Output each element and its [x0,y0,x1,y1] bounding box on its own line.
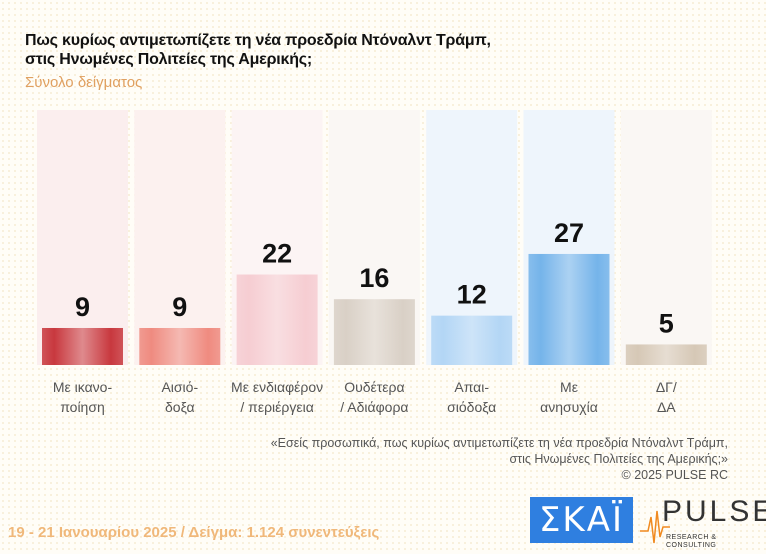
category-label: Απαι- [454,379,489,395]
category-label: σιόδοξα [447,399,496,415]
category-label: ΔΓ/ [656,379,677,395]
bar [625,344,707,365]
category-label: / Αδιάφορα [340,399,408,415]
category-label: Με ικανο- [53,379,113,395]
category-label: ΔΑ [657,399,676,415]
bar [528,253,610,365]
category-label: ανησυχία [540,399,598,415]
bar [236,274,318,365]
bar [139,327,221,365]
data-label: 12 [457,280,487,310]
pulse-logo-sub: RESEARCH & CONSULTING [666,534,717,549]
category-label: Με [560,379,578,395]
skai-logo: ΣΚΑΪ [530,497,633,543]
data-label: 5 [659,308,674,338]
note-line: «Εσείς προσωπικά, πως κυρίως αντιμετωπίζ… [270,436,728,450]
title-line: στις Ηνωμένες Πολιτείες της Αμερικής; [25,51,313,68]
data-label: 27 [554,218,584,248]
category-label: Με ενδιαφέρον [231,379,323,395]
footer-sample-info: 19 - 21 Ιανουαρίου 2025 / Δείγμα: 1.124 … [8,524,380,541]
data-label: 9 [172,292,187,322]
pulse-wave-icon [640,510,670,544]
column-background [620,110,712,365]
category-label: Ουδέτερα [344,379,404,395]
question-note: «Εσείς προσωπικά, πως κυρίως αντιμετωπίζ… [271,435,728,483]
chart-title: Πως κυρίως αντιμετωπίζετε τη νέα προεδρί… [25,31,491,69]
title-line: Πως κυρίως αντιμετωπίζετε τη νέα προεδρί… [25,32,491,49]
data-label: 16 [359,263,389,293]
chart-subtitle: Σύνολο δείγματος [25,74,143,91]
data-label: 22 [262,239,292,269]
data-label: 9 [75,292,90,322]
category-label: δοξα [165,399,195,415]
bar [431,315,513,365]
bar [333,299,415,365]
column-background [37,110,128,365]
category-label: Αισιό- [161,379,198,395]
category-label: / περιέργεια [240,399,313,415]
pulse-logo-word: PULSE [662,495,766,528]
column-background [134,110,226,365]
category-label: ποίηση [60,399,105,415]
bar [42,327,123,365]
copyright: © 2025 PULSE RC [621,468,728,482]
note-line: στις Ηνωμένες Πολιτείες της Αμερικής;» [509,452,728,466]
pulse-logo: PULSE RESEARCH & CONSULTING [640,495,766,549]
